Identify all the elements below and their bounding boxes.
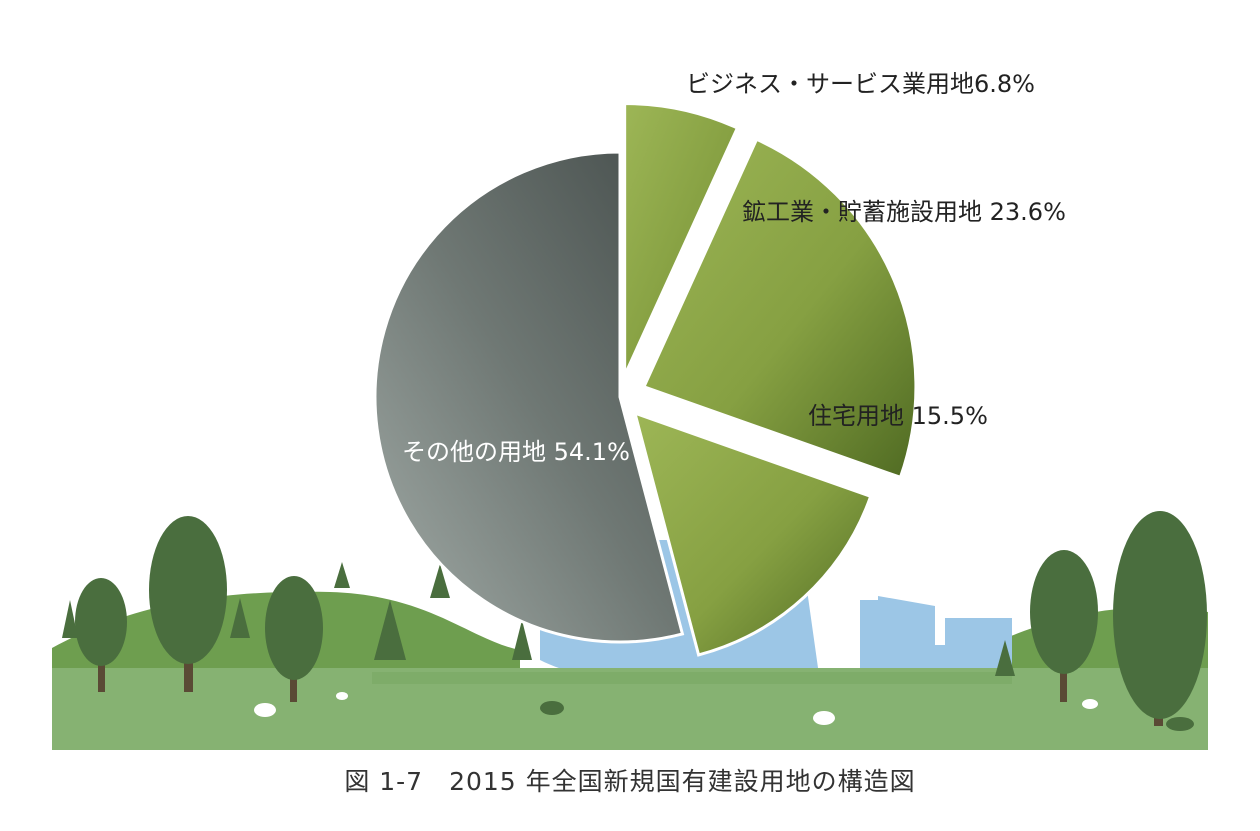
pie-slice-label-2: 住宅用地 15.5%: [808, 402, 988, 430]
rock-1: [254, 703, 276, 717]
pine-3: [334, 562, 350, 588]
pine-1: [62, 600, 78, 638]
pine-7: [995, 640, 1015, 676]
tree-right-2: [1113, 511, 1207, 726]
pie-slice-2: [632, 410, 873, 657]
pie-chart: [373, 101, 918, 657]
pine-2: [230, 598, 250, 638]
figure-caption: 図 1-7 2015 年全国新規国有建設用地の構造図: [344, 767, 916, 796]
ground-edge: [372, 672, 1012, 684]
pie-slice-1: [641, 137, 918, 480]
rock-3: [1082, 699, 1098, 709]
pie-slice-0: [623, 101, 740, 377]
trees: [62, 511, 1207, 731]
rock-2: [813, 711, 835, 725]
tree-left-3: [265, 576, 323, 702]
tree-left-2: [149, 516, 227, 692]
pie-slice-label-0: ビジネス・サービス業用地6.8%: [686, 70, 1035, 98]
pie-slice-label-1: 鉱工業・貯蓄施設用地 23.6%: [742, 198, 1066, 226]
pine-6: [512, 620, 532, 660]
tree-right-1: [1030, 550, 1098, 702]
pie-slice-label-3: その他の用地 54.1%: [402, 438, 630, 466]
figure-svg: ビジネス・サービス業用地6.8% 鉱工業・貯蓄施設用地 23.6% 住宅用地 15.…: [52, 70, 1208, 750]
pie-labels: ビジネス・サービス業用地6.8% 鉱工業・貯蓄施設用地 23.6% 住宅用地 15.…: [402, 70, 1066, 466]
rock-4: [336, 692, 348, 700]
bush-2: [1166, 717, 1194, 731]
tree-left-1: [75, 578, 127, 692]
bush-1: [540, 701, 564, 715]
pie-slice-3: [373, 150, 685, 644]
pine-5: [374, 600, 406, 660]
pine-4: [430, 564, 450, 598]
